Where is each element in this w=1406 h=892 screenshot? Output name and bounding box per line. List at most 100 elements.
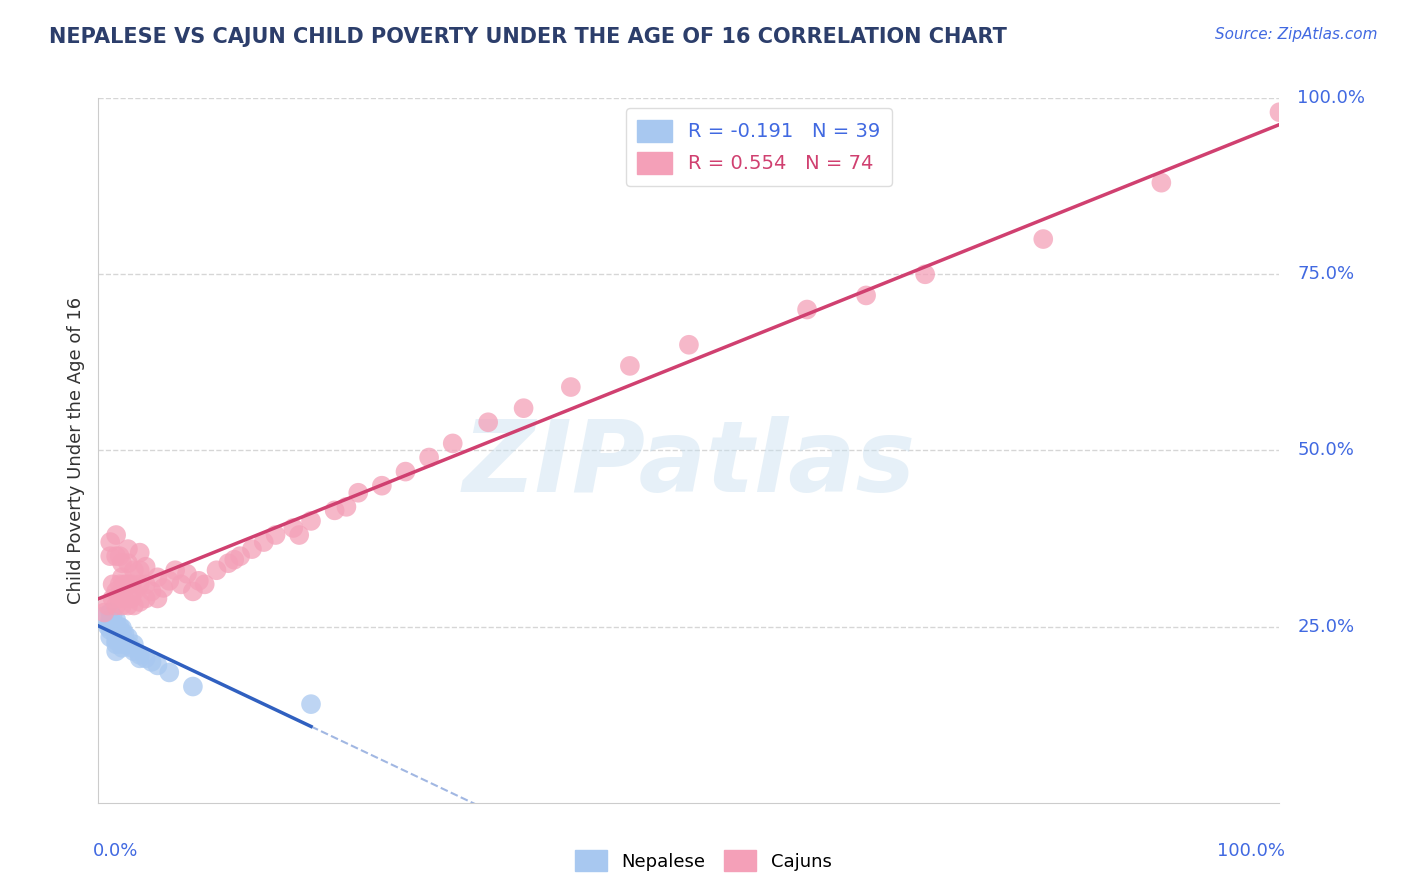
Point xyxy=(170,577,193,591)
Point xyxy=(128,595,150,609)
Point xyxy=(117,556,139,570)
Point xyxy=(152,581,174,595)
Point xyxy=(128,563,150,577)
Text: 50.0%: 50.0% xyxy=(1298,442,1354,459)
Point xyxy=(111,621,134,635)
Point xyxy=(112,577,135,591)
Point xyxy=(117,630,139,644)
Legend: Nepalese, Cajuns: Nepalese, Cajuns xyxy=(568,843,838,879)
Point xyxy=(105,599,128,613)
Point xyxy=(105,623,128,637)
Text: NEPALESE VS CAJUN CHILD POVERTY UNDER THE AGE OF 16 CORRELATION CHART: NEPALESE VS CAJUN CHILD POVERTY UNDER TH… xyxy=(49,27,1007,46)
Point xyxy=(299,514,322,528)
Point xyxy=(108,630,131,644)
Point xyxy=(264,528,287,542)
Point xyxy=(111,626,134,640)
Point xyxy=(121,640,143,655)
Point xyxy=(111,584,134,599)
Point xyxy=(146,591,169,606)
Point xyxy=(105,637,128,651)
Point xyxy=(146,570,169,584)
Point xyxy=(240,542,263,557)
Point xyxy=(98,613,121,627)
Point xyxy=(122,563,145,577)
Point xyxy=(117,542,139,557)
Point xyxy=(105,613,128,627)
Point xyxy=(105,619,128,633)
Text: 0.0%: 0.0% xyxy=(93,841,138,860)
Point xyxy=(122,637,145,651)
Point xyxy=(135,651,157,665)
Point xyxy=(194,577,217,591)
Point xyxy=(122,599,145,613)
Point xyxy=(323,503,346,517)
Point xyxy=(108,619,131,633)
Point xyxy=(128,546,150,560)
Point xyxy=(105,549,128,564)
Text: 75.0%: 75.0% xyxy=(1298,265,1354,284)
Point xyxy=(128,648,150,662)
Point xyxy=(512,401,534,416)
Point xyxy=(105,584,128,599)
Point xyxy=(418,450,440,465)
Point xyxy=(112,626,135,640)
Point xyxy=(335,500,357,514)
Point xyxy=(98,616,121,631)
Point xyxy=(441,436,464,450)
Point xyxy=(560,380,582,394)
Point xyxy=(121,577,143,591)
Point xyxy=(101,577,124,591)
Point xyxy=(98,623,121,637)
Point xyxy=(101,591,124,606)
Point xyxy=(101,609,124,624)
Point xyxy=(141,655,163,669)
Point xyxy=(157,574,180,588)
Point xyxy=(105,644,128,658)
Point xyxy=(157,665,180,680)
Point xyxy=(135,591,157,606)
Point xyxy=(135,559,157,574)
Point xyxy=(253,535,276,549)
Point xyxy=(117,577,139,591)
Text: 25.0%: 25.0% xyxy=(1298,617,1354,636)
Point xyxy=(111,570,134,584)
Point xyxy=(111,599,134,613)
Point xyxy=(187,574,209,588)
Point xyxy=(108,623,131,637)
Point xyxy=(105,633,128,648)
Point xyxy=(128,577,150,591)
Point xyxy=(108,591,131,606)
Point xyxy=(111,556,134,570)
Point xyxy=(855,288,877,302)
Point xyxy=(111,630,134,644)
Point xyxy=(97,619,120,633)
Point xyxy=(93,609,115,624)
Text: ZIPatlas: ZIPatlas xyxy=(463,416,915,513)
Point xyxy=(128,651,150,665)
Point xyxy=(347,485,370,500)
Point xyxy=(97,599,120,613)
Text: Source: ZipAtlas.com: Source: ZipAtlas.com xyxy=(1215,27,1378,42)
Point xyxy=(394,465,416,479)
Point xyxy=(914,268,936,282)
Point xyxy=(146,658,169,673)
Point xyxy=(141,584,163,599)
Point xyxy=(98,549,121,564)
Legend: R = -0.191   N = 39, R = 0.554   N = 74: R = -0.191 N = 39, R = 0.554 N = 74 xyxy=(626,108,891,186)
Point xyxy=(299,697,322,711)
Point xyxy=(117,599,139,613)
Point xyxy=(477,415,499,429)
Point xyxy=(105,528,128,542)
Point xyxy=(101,616,124,631)
Point xyxy=(111,640,134,655)
Text: 100.0%: 100.0% xyxy=(1298,89,1365,107)
Point xyxy=(165,563,187,577)
Y-axis label: Child Poverty Under the Age of 16: Child Poverty Under the Age of 16 xyxy=(66,297,84,604)
Point xyxy=(181,584,204,599)
Point xyxy=(108,577,131,591)
Point xyxy=(98,606,121,620)
Point xyxy=(205,563,228,577)
Point xyxy=(105,628,128,642)
Point xyxy=(112,591,135,606)
Point xyxy=(121,591,143,606)
